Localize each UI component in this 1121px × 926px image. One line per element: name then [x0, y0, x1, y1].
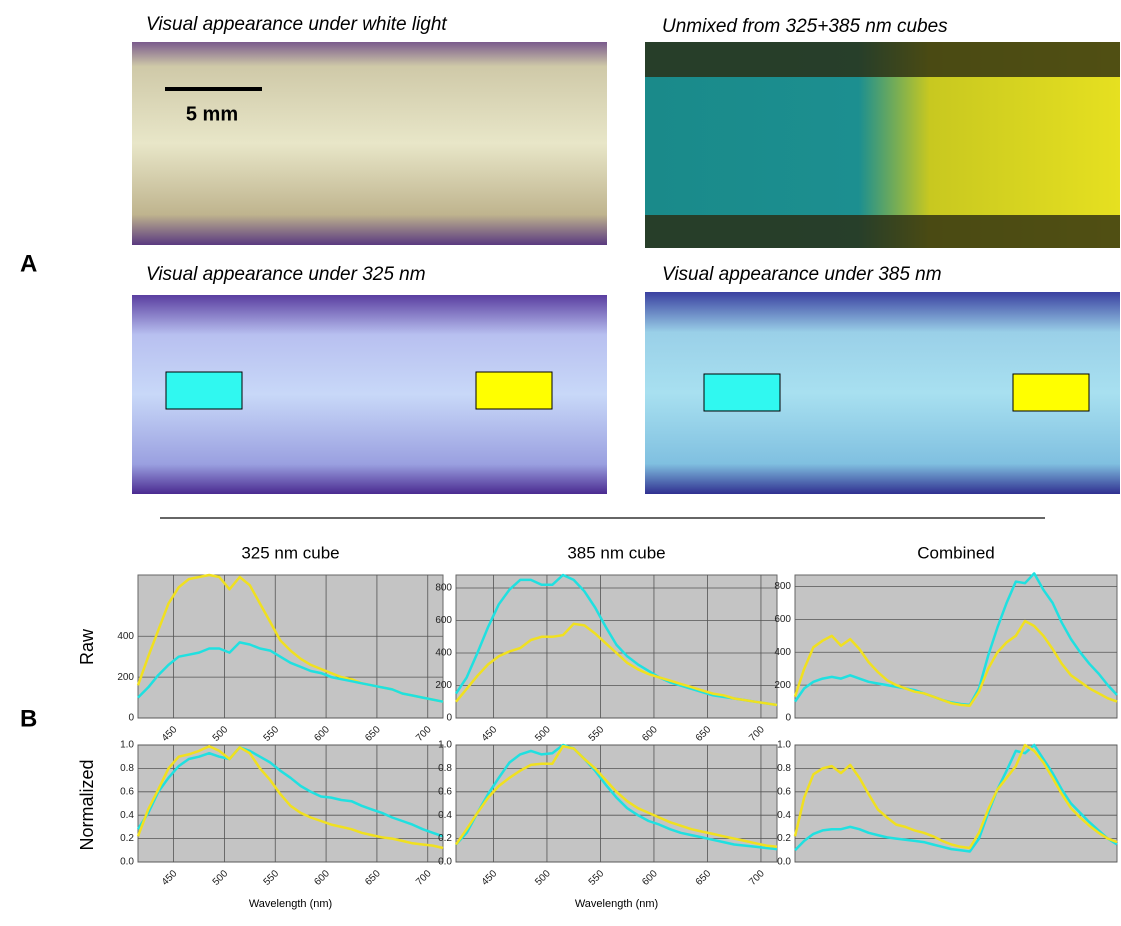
roi-cyan: [166, 372, 242, 409]
x-tick-label: 650: [363, 868, 383, 888]
x-tick-label: 450: [480, 868, 500, 888]
y-tick-label: 200: [774, 680, 791, 691]
y-tick-label: 0.6: [438, 786, 452, 797]
image-caption: Visual appearance under 385 nm: [662, 264, 942, 285]
x-tick-label: 500: [211, 868, 231, 888]
y-tick-label: 1.0: [438, 740, 452, 751]
y-tick-label: 0.8: [777, 763, 791, 774]
scale-bar-label: 5 mm: [186, 103, 238, 125]
x-tick-label: 600: [640, 868, 660, 888]
y-tick-label: 0.0: [777, 857, 791, 868]
image-caption: Visual appearance under 325 nm: [146, 264, 426, 285]
y-tick-label: 0: [128, 713, 134, 724]
x-tick-label: 700: [747, 724, 767, 744]
x-tick-label: 550: [262, 724, 282, 744]
x-tick-label: 650: [694, 868, 714, 888]
x-axis-label: Wavelength (nm): [575, 898, 658, 910]
row-label: Raw: [77, 628, 97, 665]
y-tick-label: 0.2: [438, 833, 452, 844]
plot-area: [795, 575, 1117, 718]
y-tick-label: 0.2: [777, 833, 791, 844]
y-tick-label: 400: [774, 647, 791, 658]
x-tick-label: 550: [587, 724, 607, 744]
x-tick-label: 600: [312, 724, 332, 744]
y-tick-label: 0.2: [120, 833, 134, 844]
x-tick-label: 550: [587, 868, 607, 888]
y-tick-label: 0.8: [120, 763, 134, 774]
y-tick-label: 800: [435, 583, 452, 594]
y-tick-label: 200: [435, 680, 452, 691]
y-tick-label: 0.0: [438, 857, 452, 868]
x-tick-label: 500: [533, 724, 553, 744]
y-tick-label: 1.0: [120, 740, 134, 751]
x-tick-label: 650: [694, 724, 714, 744]
y-tick-label: 600: [435, 615, 452, 626]
image-caption: Unmixed from 325+385 nm cubes: [662, 16, 948, 37]
roi-yellow: [476, 372, 552, 409]
x-tick-label: 500: [533, 868, 553, 888]
x-tick-label: 450: [160, 868, 180, 888]
y-tick-label: 600: [774, 614, 791, 625]
photo-white-light: [132, 42, 607, 245]
panel-label: B: [20, 705, 37, 732]
y-tick-label: 0.8: [438, 763, 452, 774]
x-tick-label: 700: [414, 868, 434, 888]
x-tick-label: 600: [312, 868, 332, 888]
photo-shade: [645, 42, 1120, 77]
chart-title: 385 nm cube: [567, 543, 665, 562]
x-tick-label: 550: [262, 868, 282, 888]
x-tick-label: 700: [747, 868, 767, 888]
y-tick-label: 0.4: [120, 810, 134, 821]
y-tick-label: 0.6: [777, 786, 791, 797]
roi-cyan: [704, 374, 780, 411]
x-tick-label: 650: [363, 724, 383, 744]
x-tick-label: 700: [414, 724, 434, 744]
y-tick-label: 0.6: [120, 786, 134, 797]
photo-shade: [645, 215, 1120, 248]
row-label: Normalized: [77, 759, 97, 850]
x-tick-label: 450: [160, 724, 180, 744]
roi-yellow: [1013, 374, 1089, 411]
chart-title: Combined: [917, 543, 995, 562]
y-tick-label: 400: [117, 631, 134, 642]
chart-title: 325 nm cube: [241, 543, 339, 562]
x-tick-label: 500: [211, 724, 231, 744]
x-tick-label: 600: [640, 724, 660, 744]
image-caption: Visual appearance under white light: [146, 14, 447, 35]
y-tick-label: 0.0: [120, 857, 134, 868]
y-tick-label: 0.4: [438, 810, 452, 821]
y-tick-label: 800: [774, 581, 791, 592]
panel-label: A: [20, 250, 37, 277]
plot-area: [138, 575, 443, 718]
y-tick-label: 0.4: [777, 810, 791, 821]
y-tick-label: 0: [785, 713, 791, 724]
y-tick-label: 400: [435, 648, 452, 659]
x-tick-label: 450: [480, 724, 500, 744]
figure: Visual appearance under white light Unmi…: [0, 0, 1121, 926]
y-tick-label: 0: [446, 713, 452, 724]
x-axis-label: Wavelength (nm): [249, 898, 332, 910]
y-tick-label: 1.0: [777, 740, 791, 751]
y-tick-label: 200: [117, 672, 134, 683]
